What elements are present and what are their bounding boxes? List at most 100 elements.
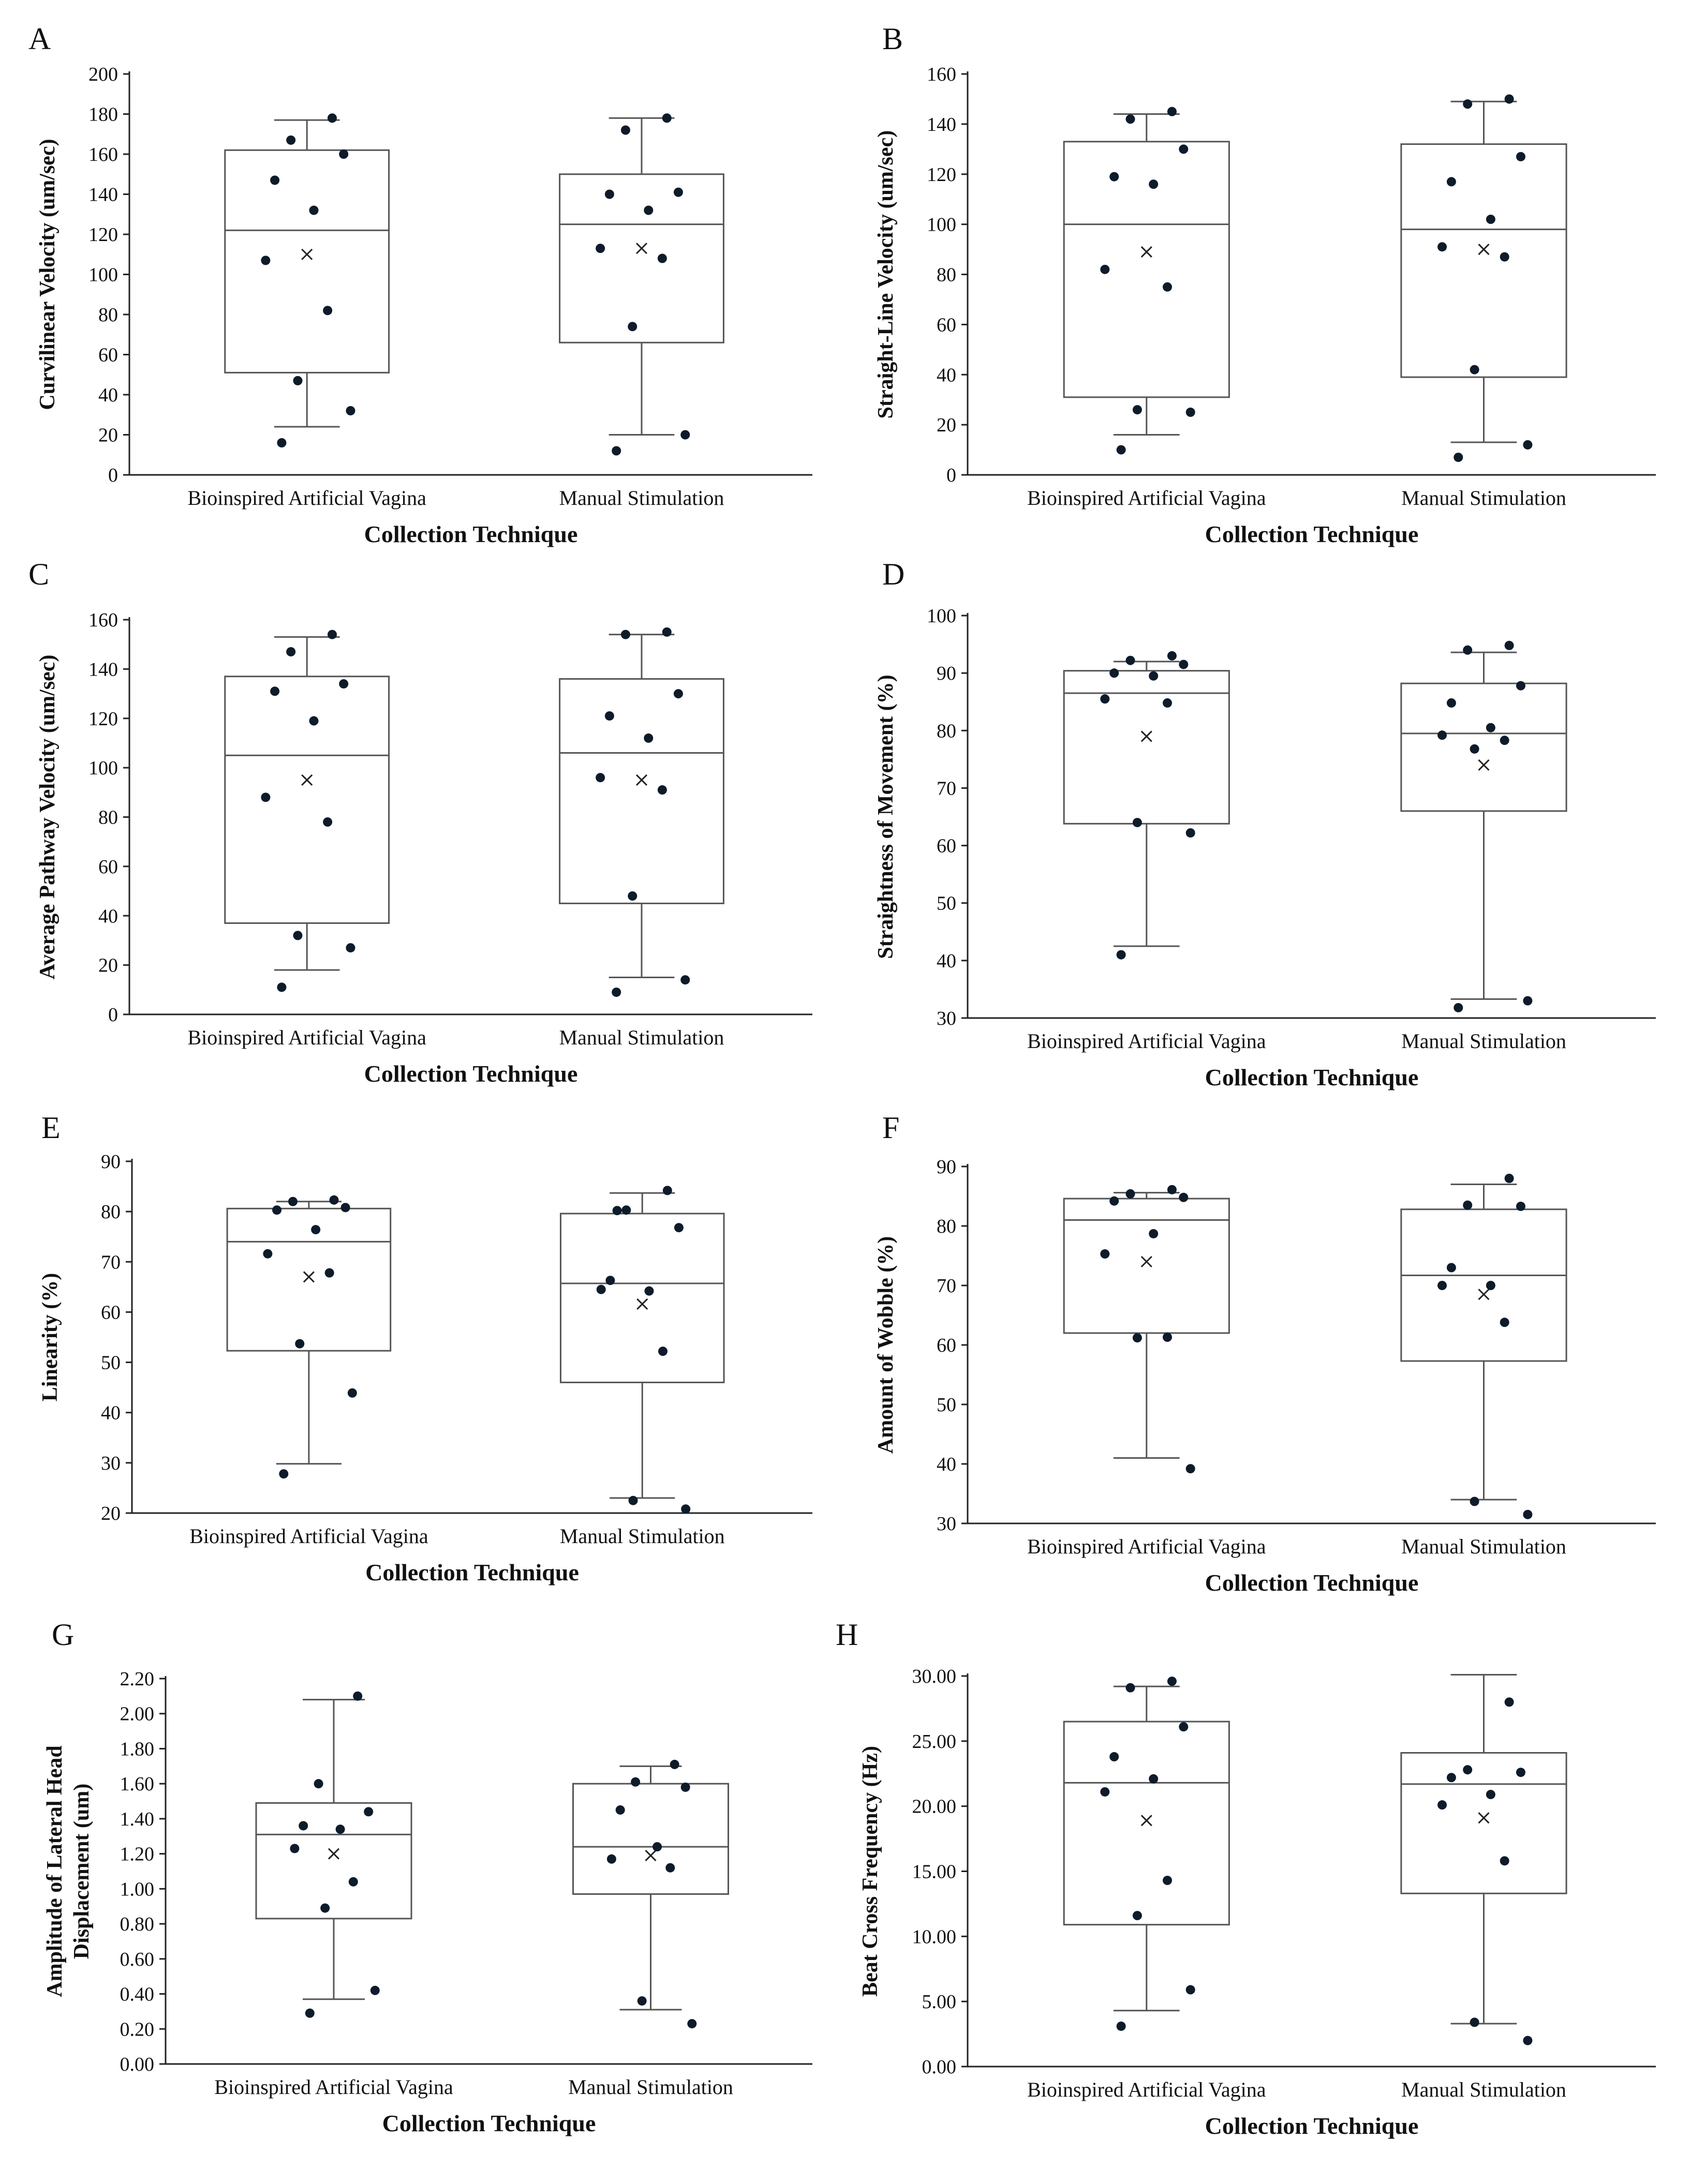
data-point	[329, 1195, 339, 1205]
data-point	[606, 1854, 616, 1864]
data-point	[612, 988, 621, 997]
data-point	[1470, 1497, 1479, 1506]
y-tick-label: 40	[98, 384, 118, 406]
box-group-manual	[1400, 94, 1567, 462]
iqr-box	[255, 1802, 412, 1920]
data-point	[621, 1205, 631, 1215]
data-point	[293, 376, 303, 385]
box-group-bioinspired	[226, 1195, 392, 1479]
y-tick-label: 1.40	[120, 1808, 155, 1830]
y-axis-title: Curvilinear Velocity (um/sec)	[36, 139, 60, 410]
data-point	[1516, 1202, 1526, 1211]
y-tick-label: 0.00	[120, 2054, 155, 2075]
y-tick-label: 80	[98, 304, 118, 326]
y-tick-label: 50	[937, 1394, 956, 1416]
data-point	[286, 647, 296, 656]
panel-letter: H	[836, 1618, 858, 1652]
y-tick-label: 0.20	[120, 2018, 155, 2040]
data-point	[364, 1807, 374, 1817]
data-point	[1167, 651, 1177, 661]
y-tick-label: 60	[101, 1302, 121, 1323]
mean-marker	[328, 1848, 340, 1860]
data-point	[1486, 214, 1495, 224]
data-point	[1100, 264, 1110, 274]
y-tick-label: 1.60	[120, 1773, 155, 1795]
mean-marker	[1140, 1815, 1152, 1827]
x-axis-title: Collection Technique	[364, 521, 578, 547]
data-point	[1523, 440, 1533, 450]
data-point	[320, 1903, 330, 1913]
data-point	[1116, 950, 1126, 960]
panel-b: B 0 20 40 60 80 100 120 140 160 Straight-Line Velo…	[874, 22, 1656, 547]
y-tick-label: 20	[98, 955, 118, 977]
data-point	[353, 1691, 363, 1701]
y-tick-label: 25.00	[912, 1731, 957, 1753]
data-point	[1446, 1773, 1456, 1783]
data-point	[1185, 407, 1195, 417]
data-point	[644, 733, 654, 743]
y-axis-title: Amount of Wobble (%)	[874, 1236, 898, 1454]
iqr-box	[1400, 1208, 1567, 1362]
y-tick-label: 1.20	[120, 1844, 155, 1865]
panel-g: G 0.00 0.20 0.40 0.60 0.80 1.00 1.20 1.40 1.60 1.8…	[43, 1618, 812, 2136]
y-tick-label: 50	[937, 893, 956, 915]
data-point	[658, 1347, 668, 1356]
y-tick-label: 100	[927, 605, 956, 627]
iqr-box	[559, 678, 724, 904]
data-point	[605, 1276, 615, 1285]
data-point	[1486, 723, 1495, 732]
y-tick-label: 0.60	[120, 1949, 155, 1970]
panel-letter: F	[882, 1111, 899, 1145]
y-tick-label: 80	[101, 1201, 121, 1223]
data-point	[1163, 698, 1173, 708]
data-point	[1163, 1876, 1173, 1886]
y-tick-label: 20	[937, 414, 956, 436]
data-point	[1453, 1003, 1463, 1012]
data-point	[277, 438, 287, 447]
y-tick-label: 140	[88, 659, 118, 680]
mean-marker	[645, 1849, 657, 1862]
data-point	[1100, 694, 1110, 704]
data-point	[1125, 114, 1135, 124]
y-tick-label: 70	[937, 1275, 956, 1297]
y-tick-label: 70	[937, 777, 956, 799]
data-point	[270, 686, 280, 696]
y-axis-title: Linearity (%)	[38, 1273, 62, 1401]
y-tick-label: 20	[98, 425, 118, 446]
data-point	[673, 689, 683, 699]
panel-letter: B	[882, 22, 903, 56]
data-point	[652, 1842, 662, 1852]
x-axis-title: Collection Technique	[382, 2110, 596, 2136]
data-point	[1504, 1174, 1514, 1183]
y-tick-label: 5.00	[922, 1991, 957, 2013]
data-point	[628, 1495, 638, 1505]
mean-marker	[301, 774, 313, 786]
data-point	[1167, 1677, 1177, 1686]
y-axis-title: Straightness of Movement (%)	[874, 675, 898, 959]
data-point	[279, 1469, 289, 1479]
mean-marker	[1478, 244, 1490, 256]
data-point	[662, 1186, 672, 1195]
box-group-bioinspired	[255, 1691, 412, 2018]
data-point	[680, 430, 690, 440]
data-point	[680, 1782, 690, 1792]
category-label: Manual Stimulation	[559, 1026, 724, 1049]
mean-marker	[1478, 759, 1490, 771]
data-point	[620, 125, 630, 135]
y-tick-label: 40	[937, 1454, 956, 1475]
data-point	[1179, 660, 1189, 669]
data-point	[323, 817, 333, 827]
data-point	[335, 1824, 345, 1834]
category-label: Bioinspired Artificial Vagina	[1027, 1535, 1266, 1558]
iqr-box	[572, 1783, 729, 1895]
box-group-bioinspired	[1063, 1677, 1230, 2031]
y-tick-label: 140	[927, 114, 956, 136]
y-tick-label: 180	[88, 104, 118, 126]
data-point	[674, 1223, 684, 1233]
y-tick-label: 60	[937, 1335, 956, 1356]
data-point	[346, 406, 355, 415]
data-point	[305, 2008, 315, 2018]
data-point	[1167, 107, 1177, 116]
box-group-manual	[1400, 1673, 1567, 2045]
data-point	[309, 205, 319, 215]
